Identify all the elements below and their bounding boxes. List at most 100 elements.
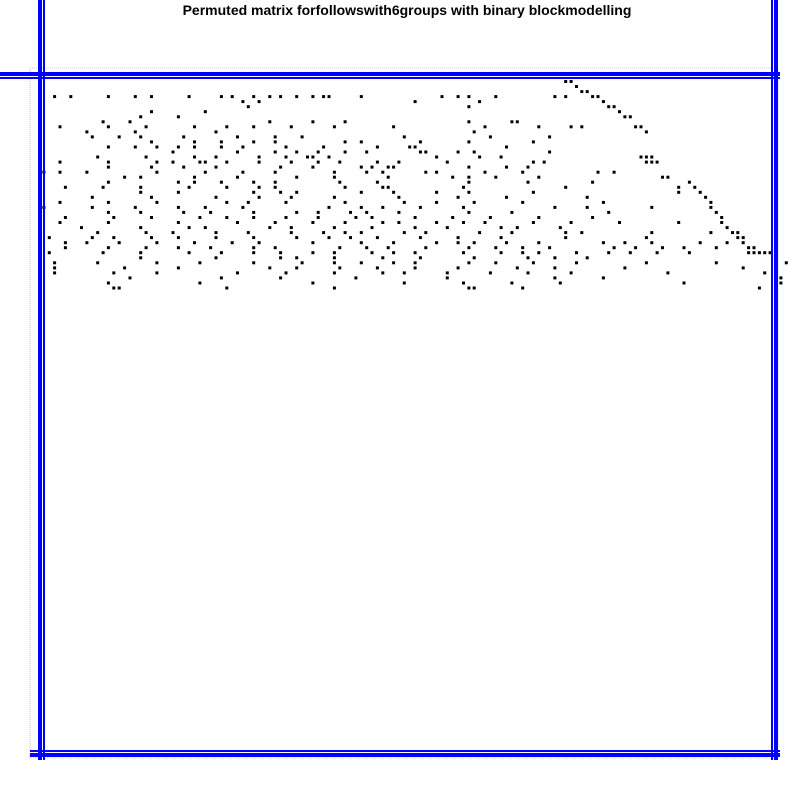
tie-cell [322,145,326,149]
tie-cell [585,195,589,199]
tie-cell [720,216,724,219]
tie-cell [510,231,514,235]
tie-cell [483,221,487,224]
tie-cell [322,95,326,99]
tie-cell [467,190,471,194]
tie-cell [677,190,681,194]
tie-cell [768,251,772,255]
tie-cell [225,185,229,189]
tie-cell [499,251,503,255]
tie-cell [505,241,508,245]
tie-cell [246,231,250,235]
tie-cell [445,160,449,164]
tie-cell [381,256,385,260]
tie-cell [225,125,229,129]
tie-cell [106,281,110,285]
tie-cell [515,266,519,270]
tie-cell [515,226,519,230]
tie-cell [295,236,299,240]
tie-cell [139,256,143,260]
tie-cell [332,256,336,260]
tie-cell [53,266,57,270]
tie-cell [451,216,455,219]
tie-cell [370,165,374,169]
tie-cell [252,190,256,194]
tie-cell [526,180,530,184]
tie-cell [144,246,148,250]
tie-cell [365,170,369,174]
tie-cell [257,100,261,104]
tie-cell [203,170,207,174]
tie-cell [187,251,191,255]
tie-cell [279,95,283,99]
tie-cell [483,170,487,174]
tie-cell [655,251,659,255]
tie-cell [467,261,471,265]
chart-title: Permuted matrix forfollowswith6groups wi… [182,2,632,18]
tie-cell [526,256,530,260]
tie-cell [252,261,256,265]
tie-cell [375,145,379,149]
tie-cell [311,95,315,99]
tie-cell [650,231,654,235]
tie-cell [478,231,482,235]
tie-cell [338,160,342,164]
tie-cell [295,266,299,270]
tie-cell [623,266,627,270]
tie-cell [709,231,713,235]
tie-cell [478,100,482,104]
tie-cell [435,221,439,224]
tie-cell [198,281,202,285]
tie-cell [295,175,299,179]
tie-cell [279,190,283,194]
tie-cell [53,271,57,275]
tie-cell [462,205,465,209]
tie-cell [763,271,767,275]
tie-cell [370,216,374,219]
tie-cell [236,271,239,275]
tie-cell [392,241,396,245]
tie-cell [634,246,638,250]
tie-cell [462,185,465,189]
tie-cell [456,150,460,154]
tie-cell [655,160,659,164]
tie-cell [257,241,261,245]
tie-cell [63,216,67,219]
tie-cell [682,246,686,250]
tie-cell [176,246,180,250]
tie-cell [359,231,363,235]
tie-cell [268,95,272,99]
tie-cell [150,195,153,199]
tie-cell [435,190,439,194]
tie-cell [494,261,498,265]
tie-cell [381,221,385,224]
tie-cell [381,271,385,275]
tie-cell [327,236,331,240]
tie-cell [585,205,589,209]
tie-cell [322,231,326,235]
tie-cell [112,236,116,240]
tie-cell [585,90,589,94]
tie-cell [693,185,697,189]
tie-cell [521,251,525,255]
tie-cell [569,125,573,129]
tie-cell [150,110,153,114]
tie-cell [85,241,89,245]
tie-cell [607,105,611,109]
tie-cell [462,221,465,224]
tie-cell [386,185,390,189]
tie-cell [236,175,239,179]
tie-cell [359,241,363,245]
tie-cell [424,150,428,154]
tie-cell [139,175,143,179]
tie-cell [58,160,62,164]
tie-cell [246,200,250,204]
tie-cell [53,95,57,99]
tie-cell [327,155,331,159]
tie-cell [757,286,761,290]
tie-cell [392,251,396,255]
tie-cell [58,200,62,204]
tie-cell [106,180,110,184]
tie-cell [682,281,686,285]
tie-cell [456,236,460,240]
